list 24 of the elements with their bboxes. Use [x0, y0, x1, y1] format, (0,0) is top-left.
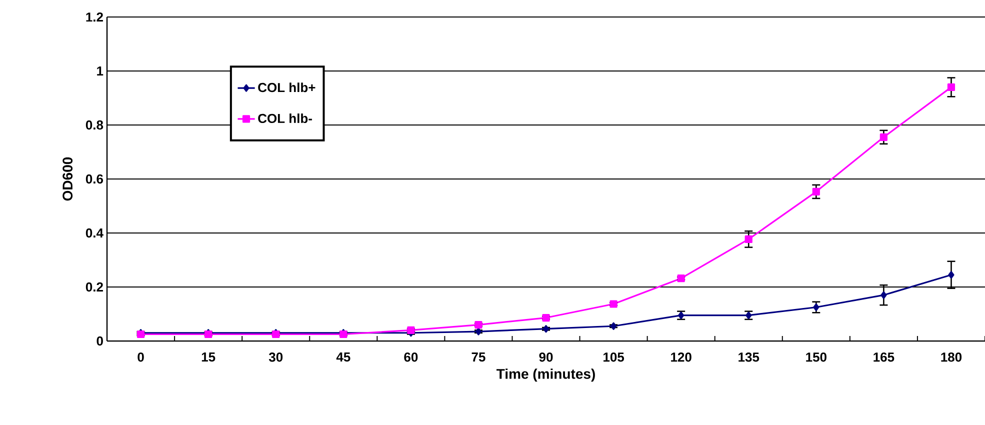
- x-tick-label: 105: [604, 352, 624, 362]
- y-tick-label: 0: [96, 336, 103, 346]
- x-tick-label: 120: [671, 352, 692, 362]
- y-tick-label: 1: [97, 66, 104, 76]
- x-tick-label: 75: [472, 352, 486, 362]
- x-tick-label: 60: [404, 352, 418, 362]
- x-tick-label: 15: [202, 352, 216, 362]
- y-tick-label: 0.4: [86, 228, 104, 238]
- y-tick-label: 0.2: [86, 282, 103, 292]
- x-axis-title: Time (minutes): [496, 368, 595, 382]
- y-tick-label: 1.2: [86, 12, 103, 22]
- x-tick-label: 90: [539, 352, 553, 362]
- x-tick-label: 0: [138, 352, 144, 362]
- y-axis-title: OD600: [62, 157, 73, 201]
- x-tick-label: 45: [336, 352, 350, 362]
- x-tick-label: 135: [738, 352, 760, 362]
- x-tick-label: 180: [941, 352, 962, 362]
- x-tick-label: 30: [268, 352, 283, 362]
- x-tick-label: 150: [806, 352, 826, 362]
- y-tick-label: 0.6: [86, 174, 104, 184]
- x-tick-label: 165: [874, 352, 894, 362]
- y-tick-label: 0.8: [86, 120, 104, 130]
- legend-label: COL hlb+: [258, 82, 316, 92]
- legend-label: COL hlb-: [258, 114, 312, 124]
